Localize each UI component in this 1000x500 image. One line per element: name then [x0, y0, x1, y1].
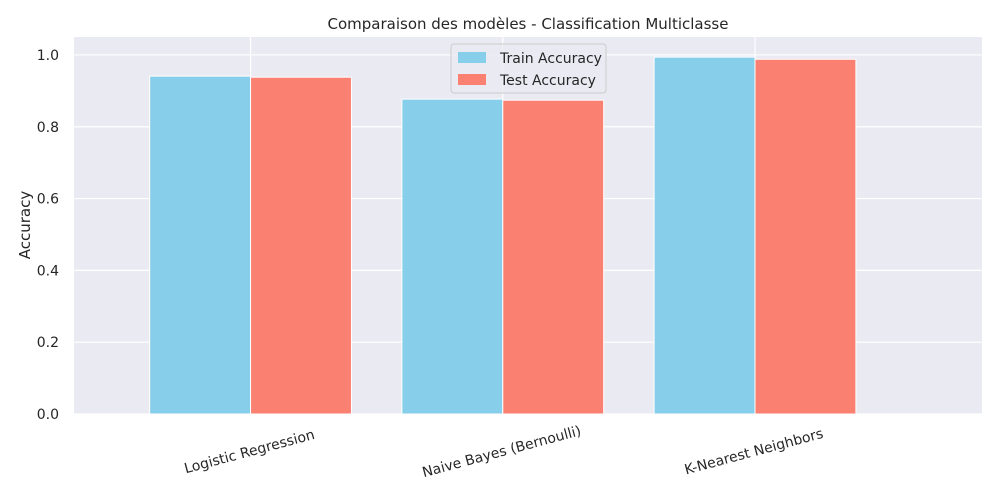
legend-swatch-test-accuracy: [458, 74, 486, 85]
y-tick-label: 0.2: [37, 335, 59, 351]
y-tick-labels: 0.0 0.2 0.4 0.6 0.8 1.0: [37, 48, 59, 423]
bars: [149, 56, 857, 415]
chart-title: Comparaison des modèles - Classification…: [328, 15, 729, 33]
legend-swatch-train-accuracy: [458, 52, 486, 63]
x-tick-labels: Logistic Regression Naive Bayes (Bernoull…: [183, 423, 825, 481]
x-tick-label: Naive Bayes (Bernoulli): [421, 423, 583, 481]
bar-train-accuracy-0: [149, 75, 252, 415]
bar-train-accuracy-1: [401, 98, 504, 415]
bar-train-accuracy-2: [653, 56, 756, 415]
y-tick-label: 0.8: [37, 120, 59, 136]
bar-test-accuracy-2: [754, 58, 857, 415]
y-tick-label: 0.0: [37, 407, 59, 423]
y-tick-label: 0.4: [37, 263, 59, 279]
bar-test-accuracy-0: [250, 76, 352, 415]
legend-label-train-accuracy: Train Accuracy: [499, 51, 602, 67]
y-axis-label: Accuracy: [16, 191, 34, 260]
bar-test-accuracy-1: [502, 99, 605, 415]
x-tick-label: K-Nearest Neighbors: [683, 426, 825, 478]
x-tick-label: Logistic Regression: [183, 427, 317, 477]
legend-box: [450, 43, 607, 94]
legend-label-test-accuracy: Test Accuracy: [499, 73, 596, 89]
y-tick-label: 1.0: [37, 48, 59, 64]
y-tick-label: 0.6: [37, 192, 59, 208]
legend: Train Accuracy Test Accuracy: [450, 43, 607, 94]
